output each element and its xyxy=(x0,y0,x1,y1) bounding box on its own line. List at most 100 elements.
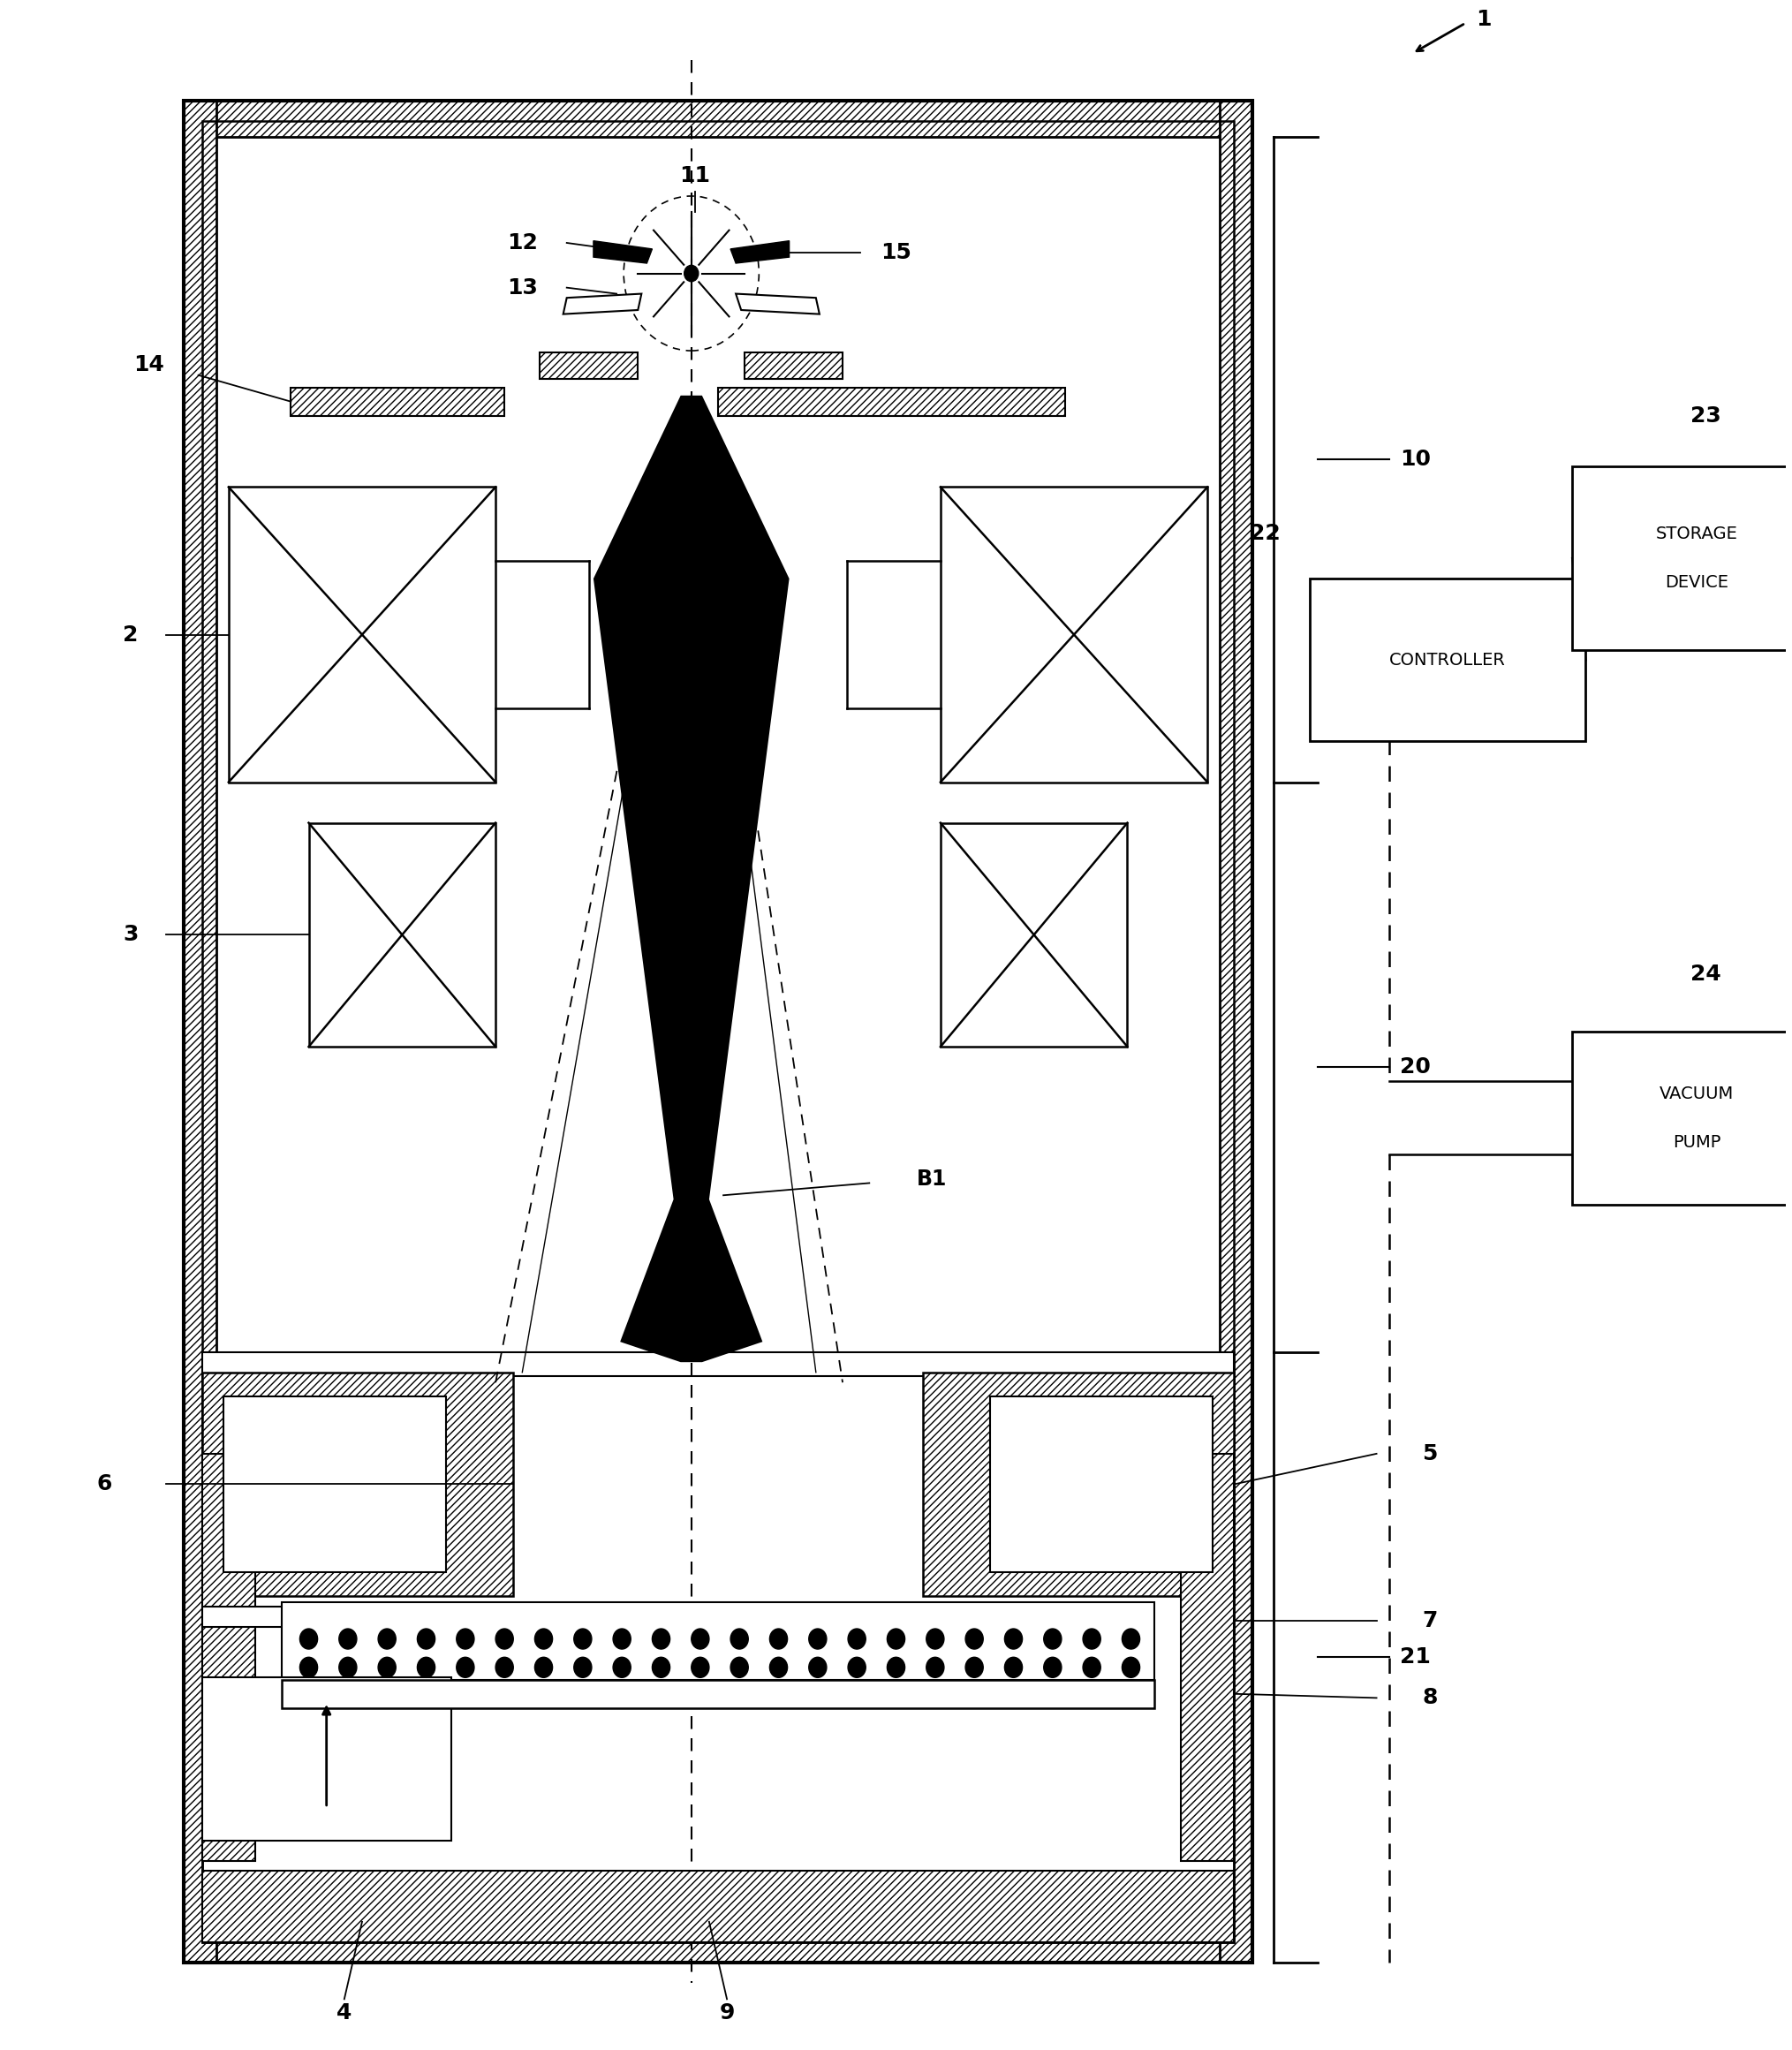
Bar xyxy=(1572,1031,1792,1205)
Polygon shape xyxy=(593,396,788,1361)
Circle shape xyxy=(685,264,699,281)
Text: 11: 11 xyxy=(679,166,710,187)
Text: 7: 7 xyxy=(1423,1609,1437,1632)
Circle shape xyxy=(339,1628,357,1648)
Circle shape xyxy=(1122,1656,1140,1677)
Text: 5: 5 xyxy=(1423,1443,1437,1464)
Circle shape xyxy=(966,1656,984,1677)
Text: 9: 9 xyxy=(719,2003,735,2023)
Circle shape xyxy=(573,1628,591,1648)
Text: 24: 24 xyxy=(1690,963,1720,986)
Bar xyxy=(1310,578,1586,742)
Text: 20: 20 xyxy=(1400,1056,1432,1078)
Text: 3: 3 xyxy=(124,925,138,945)
Bar xyxy=(202,1607,371,1628)
Circle shape xyxy=(769,1628,787,1648)
Bar xyxy=(941,822,1127,1048)
Text: 4: 4 xyxy=(337,2003,351,2023)
Circle shape xyxy=(1043,1656,1061,1677)
Bar xyxy=(281,1679,1154,1708)
Bar xyxy=(991,1396,1213,1572)
Text: 13: 13 xyxy=(507,277,538,297)
Bar xyxy=(308,822,496,1048)
Circle shape xyxy=(652,1656,670,1677)
Circle shape xyxy=(613,1628,631,1648)
Bar xyxy=(745,353,842,379)
Text: VACUUM: VACUUM xyxy=(1659,1084,1735,1103)
Text: 15: 15 xyxy=(880,242,912,264)
Circle shape xyxy=(1082,1628,1100,1648)
Bar xyxy=(539,353,638,379)
Polygon shape xyxy=(563,293,642,314)
Circle shape xyxy=(966,1628,984,1648)
Circle shape xyxy=(848,1656,866,1677)
Bar xyxy=(923,1371,1235,1597)
Text: 23: 23 xyxy=(1690,406,1720,426)
Circle shape xyxy=(457,1628,475,1648)
Circle shape xyxy=(496,1656,513,1677)
Bar xyxy=(185,100,217,1962)
Circle shape xyxy=(299,1656,317,1677)
Circle shape xyxy=(418,1628,435,1648)
Circle shape xyxy=(1005,1628,1023,1648)
Bar xyxy=(202,1872,1235,1941)
Circle shape xyxy=(418,1656,435,1677)
Text: 10: 10 xyxy=(1400,449,1432,469)
Text: B1: B1 xyxy=(916,1168,946,1189)
Circle shape xyxy=(808,1628,826,1648)
Circle shape xyxy=(808,1656,826,1677)
Circle shape xyxy=(652,1628,670,1648)
Circle shape xyxy=(299,1628,317,1648)
Text: 6: 6 xyxy=(97,1474,111,1494)
Bar xyxy=(763,1607,932,1628)
Bar xyxy=(1572,467,1792,650)
Circle shape xyxy=(692,1656,710,1677)
Bar xyxy=(290,387,505,416)
Text: 21: 21 xyxy=(1400,1646,1432,1669)
Bar xyxy=(185,1925,1253,1962)
Bar xyxy=(202,1371,513,1597)
Text: DEVICE: DEVICE xyxy=(1665,574,1729,590)
Circle shape xyxy=(769,1656,787,1677)
Circle shape xyxy=(534,1656,552,1677)
Circle shape xyxy=(887,1656,905,1677)
Circle shape xyxy=(339,1656,357,1677)
Circle shape xyxy=(848,1628,866,1648)
Bar xyxy=(1220,100,1253,1962)
Bar xyxy=(185,100,1253,137)
Circle shape xyxy=(1082,1656,1100,1677)
Bar xyxy=(719,387,1064,416)
Bar xyxy=(941,488,1208,783)
Circle shape xyxy=(731,1656,749,1677)
Bar xyxy=(229,488,496,783)
Text: 22: 22 xyxy=(1251,523,1281,545)
Text: CONTROLLER: CONTROLLER xyxy=(1389,652,1505,668)
Circle shape xyxy=(496,1628,513,1648)
Circle shape xyxy=(1043,1628,1061,1648)
Polygon shape xyxy=(737,293,819,314)
Circle shape xyxy=(1122,1628,1140,1648)
Text: 2: 2 xyxy=(124,623,138,646)
Bar xyxy=(185,100,1253,1962)
Circle shape xyxy=(926,1628,944,1648)
Text: 12: 12 xyxy=(507,232,538,254)
Text: 1: 1 xyxy=(1475,8,1491,29)
Polygon shape xyxy=(593,240,652,262)
Text: PUMP: PUMP xyxy=(1674,1134,1720,1150)
Bar xyxy=(224,1396,446,1572)
Circle shape xyxy=(457,1656,475,1677)
Circle shape xyxy=(378,1628,396,1648)
Circle shape xyxy=(378,1656,396,1677)
Bar xyxy=(202,1677,452,1841)
Text: 8: 8 xyxy=(1423,1687,1437,1708)
Circle shape xyxy=(613,1656,631,1677)
Text: 14: 14 xyxy=(133,355,163,375)
Circle shape xyxy=(1005,1656,1023,1677)
Bar xyxy=(202,121,1235,1941)
Circle shape xyxy=(887,1628,905,1648)
Bar xyxy=(281,1603,1154,1679)
Text: STORAGE: STORAGE xyxy=(1656,525,1738,543)
Bar xyxy=(1181,1453,1235,1861)
Circle shape xyxy=(926,1656,944,1677)
Polygon shape xyxy=(731,240,788,262)
